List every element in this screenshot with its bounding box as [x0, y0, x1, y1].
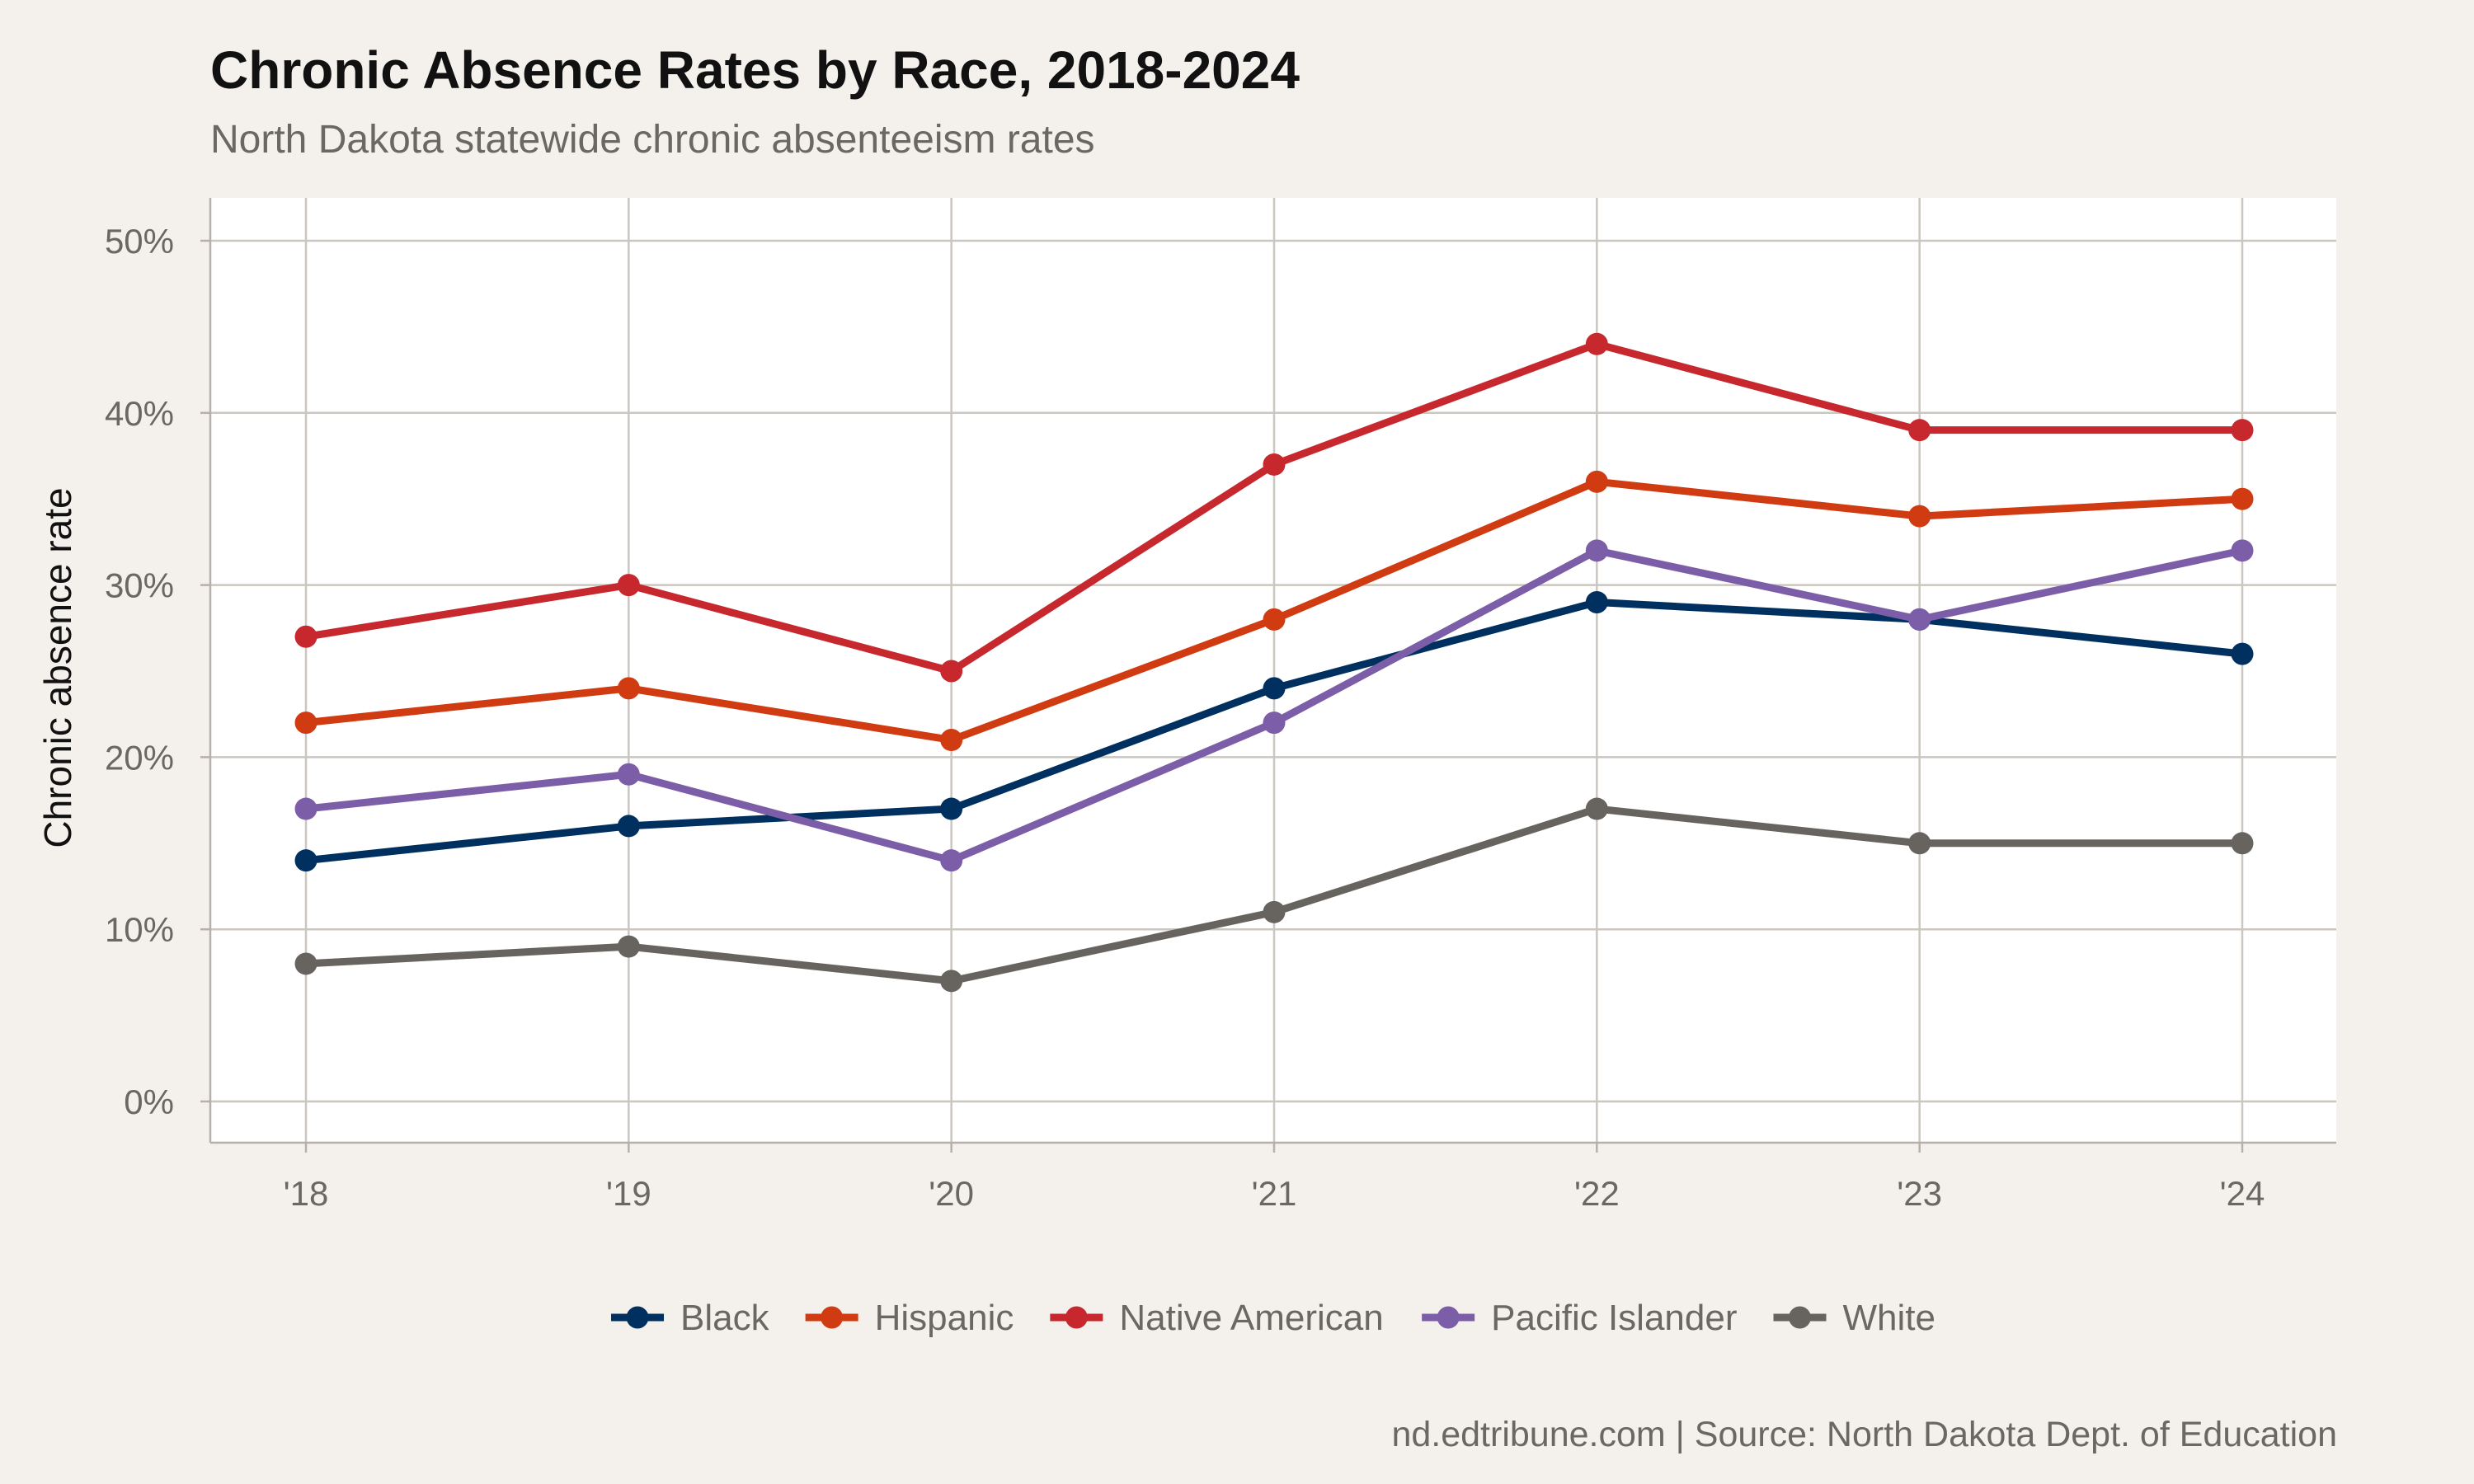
- data-point-black: [1585, 590, 1608, 613]
- data-point-native-american: [1908, 419, 1931, 442]
- data-point-white: [1585, 797, 1608, 820]
- chart-caption: nd.edtribune.com | Source: North Dakota …: [1391, 1415, 2337, 1454]
- x-tick-labels: '18 '19 '20 '21 '22 '23 '24: [284, 1174, 2265, 1213]
- legend-key-point-native-american: [1065, 1306, 1088, 1329]
- y-tick-label: 30%: [105, 566, 174, 605]
- data-point-pacific-islander: [1908, 608, 1931, 631]
- legend-label-black: Black: [680, 1298, 770, 1338]
- data-point-native-american: [1585, 332, 1608, 355]
- data-point-white: [2231, 832, 2254, 855]
- data-point-white: [1263, 900, 1286, 923]
- data-point-hispanic: [617, 677, 640, 700]
- chart-title: Chronic Absence Rates by Race, 2018-2024: [210, 40, 1300, 100]
- data-point-black: [940, 797, 963, 820]
- data-point-pacific-islander: [294, 797, 317, 820]
- x-tick-label: '18: [284, 1174, 329, 1213]
- data-point-white: [294, 952, 317, 975]
- data-point-hispanic: [1908, 505, 1931, 528]
- y-tick-label: 20%: [105, 738, 174, 777]
- y-tick-label: 10%: [105, 910, 174, 949]
- data-point-native-american: [940, 660, 963, 683]
- legend-key-point-hispanic: [821, 1306, 844, 1329]
- data-point-pacific-islander: [617, 763, 640, 786]
- data-point-hispanic: [2231, 487, 2254, 510]
- legend-key-point-black: [626, 1306, 649, 1329]
- data-point-pacific-islander: [940, 849, 963, 872]
- data-point-pacific-islander: [1263, 711, 1286, 735]
- data-point-pacific-islander: [2231, 539, 2254, 562]
- data-point-native-american: [617, 574, 640, 597]
- data-point-pacific-islander: [1585, 539, 1608, 562]
- x-tick-label: '24: [2220, 1174, 2265, 1213]
- y-tick-label: 0%: [124, 1082, 174, 1121]
- data-point-white: [940, 970, 963, 993]
- legend: Black Hispanic Native American Pacific Isla…: [611, 1298, 1935, 1338]
- data-point-hispanic: [1585, 470, 1608, 493]
- data-point-native-american: [1263, 453, 1286, 476]
- axes: [200, 198, 2336, 1153]
- y-tick-label: 50%: [105, 222, 174, 261]
- legend-key-point-white: [1788, 1306, 1811, 1329]
- data-point-white: [617, 935, 640, 958]
- x-tick-label: '20: [929, 1174, 974, 1213]
- data-point-hispanic: [1263, 608, 1286, 631]
- data-point-black: [2231, 642, 2254, 665]
- legend-label-pacific-islander: Pacific Islander: [1491, 1298, 1737, 1338]
- legend-label-native-american: Native American: [1119, 1298, 1383, 1338]
- data-point-black: [617, 815, 640, 838]
- series-lines: [294, 332, 2254, 993]
- y-tick-label: 40%: [105, 394, 174, 433]
- x-tick-label: '21: [1252, 1174, 1297, 1213]
- data-point-black: [1263, 677, 1286, 700]
- legend-label-hispanic: Hispanic: [875, 1298, 1014, 1338]
- x-tick-label: '22: [1574, 1174, 1620, 1213]
- data-point-native-american: [294, 625, 317, 648]
- data-point-black: [294, 849, 317, 872]
- chart-subtitle: North Dakota statewide chronic absenteei…: [210, 118, 1095, 162]
- x-tick-label: '23: [1897, 1174, 1942, 1213]
- data-point-native-american: [2231, 419, 2254, 442]
- legend-key-point-pacific-islander: [1437, 1306, 1460, 1329]
- data-point-hispanic: [294, 711, 317, 735]
- y-tick-labels: 0% 10% 20% 30% 40% 50%: [105, 222, 174, 1121]
- data-point-hispanic: [940, 729, 963, 752]
- x-tick-label: '19: [606, 1174, 651, 1213]
- data-point-white: [1908, 832, 1931, 855]
- legend-label-white: White: [1842, 1298, 1935, 1338]
- y-axis-label: Chronic absence rate: [36, 487, 79, 848]
